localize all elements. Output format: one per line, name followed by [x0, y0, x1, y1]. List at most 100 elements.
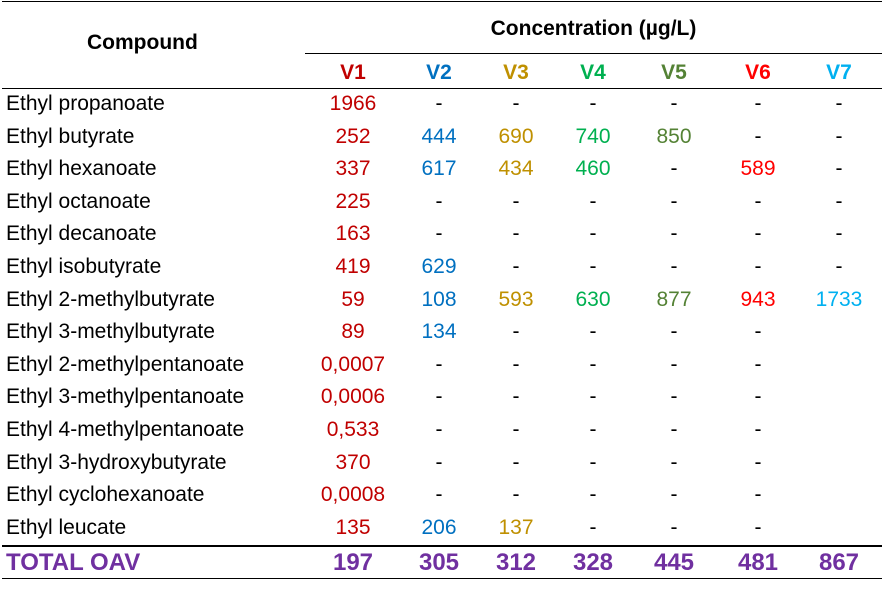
compound-name: Ethyl hexanoate	[6, 157, 157, 181]
value-cell: -	[589, 92, 597, 115]
value-cell: -	[435, 189, 443, 213]
column-header-1: V1	[340, 61, 366, 84]
value-cell: -	[589, 450, 597, 474]
value-cell: 850	[656, 124, 692, 148]
value-cell: 444	[421, 124, 457, 148]
value-cell: 419	[335, 255, 371, 278]
compound-name: Ethyl 4-methylpentanoate	[6, 418, 245, 441]
value-cell: 206	[421, 515, 457, 539]
value-cell: -	[754, 124, 762, 148]
table-bottom-rule	[2, 578, 882, 579]
value-cell: -	[435, 385, 443, 409]
value-cell: 252	[335, 124, 371, 148]
table-row: Ethyl 3-hydroxybutyrate 370 - - - - -	[2, 448, 882, 480]
column-header-7: V7	[826, 61, 852, 84]
compound-name: Ethyl octanoate	[6, 189, 151, 213]
value-cell: -	[589, 483, 597, 507]
column-header-6: V6	[745, 61, 771, 84]
value-cell: -	[670, 189, 678, 213]
column-header-5: V5	[661, 61, 687, 84]
compound-name: Ethyl 2-methylbutyrate	[6, 287, 215, 311]
value-cell: -	[670, 385, 678, 409]
value-cell: -	[435, 352, 443, 376]
value-cell: -	[835, 157, 843, 181]
value-cell: -	[670, 450, 678, 474]
value-cell: -	[435, 483, 443, 507]
total-value-cell: 305	[418, 549, 460, 576]
value-cell: -	[835, 124, 843, 148]
value-cell: 337	[335, 157, 371, 181]
table-row: Ethyl isobutyrate 419 629 - - - - -	[2, 252, 882, 284]
compound-name: Ethyl decanoate	[6, 222, 157, 246]
value-cell: -	[589, 352, 597, 376]
total-label: TOTAL OAV	[6, 549, 141, 576]
header-bottom-rule	[2, 88, 882, 89]
value-cell: -	[835, 189, 843, 213]
value-cell: -	[512, 92, 520, 115]
value-cell: -	[835, 92, 843, 115]
value-cell: 163	[335, 222, 371, 246]
value-cell: -	[512, 450, 520, 474]
concentration-header-rule	[305, 53, 882, 54]
compound-name: Ethyl propanoate	[6, 92, 165, 115]
table-row: Ethyl leucate 135 206 137 - - -	[2, 513, 882, 545]
value-cell: -	[589, 515, 597, 539]
value-cell: -	[670, 352, 678, 376]
compound-name: Ethyl 3-methylbutyrate	[6, 320, 215, 344]
concentration-header: Concentration (µg/L)	[490, 17, 697, 40]
compound-name: Ethyl butyrate	[6, 124, 135, 148]
value-cell: 1966	[329, 92, 377, 115]
value-cell: -	[670, 320, 678, 344]
table-row: Ethyl propanoate 1966 - - - - - -	[2, 89, 882, 121]
value-cell: -	[670, 222, 678, 246]
column-header-3: V3	[503, 61, 529, 84]
compound-name: Ethyl cyclohexanoate	[6, 483, 205, 507]
value-cell: -	[435, 418, 443, 441]
value-cell: 0,0007	[320, 352, 386, 376]
total-value-cell: 867	[818, 549, 860, 576]
total-value-cell: 328	[572, 549, 614, 576]
value-cell: 1733	[815, 287, 863, 311]
value-cell: -	[589, 222, 597, 246]
total-value-cell: 481	[737, 549, 779, 576]
value-cell: -	[754, 255, 762, 278]
value-cell: 370	[335, 450, 371, 474]
value-cell: -	[512, 352, 520, 376]
value-cell: 629	[421, 255, 457, 278]
value-cell: 943	[740, 287, 776, 311]
value-cell: -	[670, 157, 678, 181]
table-row: Ethyl 2-methylbutyrate 59 108 593 630 877 943 1…	[2, 285, 882, 317]
table-row: Ethyl 3-methylbutyrate 89 134 - - - -	[2, 317, 882, 349]
value-cell: 593	[498, 287, 534, 311]
value-cell: 877	[656, 287, 692, 311]
total-value-cell: 197	[332, 549, 374, 576]
value-cell: -	[754, 320, 762, 344]
table-row: Ethyl 4-methylpentanoate 0,533 - - - - -	[2, 415, 882, 447]
value-cell: -	[512, 385, 520, 409]
value-cell: -	[512, 189, 520, 213]
compound-name: Ethyl 3-methylpentanoate	[6, 385, 245, 409]
value-cell: -	[589, 320, 597, 344]
total-top-rule	[2, 545, 882, 547]
value-cell: -	[670, 92, 678, 115]
value-cell: -	[754, 385, 762, 409]
compound-name: Ethyl 3-hydroxybutyrate	[6, 450, 227, 474]
value-cell: 690	[498, 124, 534, 148]
compound-name: Ethyl leucate	[6, 515, 127, 539]
table-row: Ethyl 3-methylpentanoate 0,0006 - - - - -	[2, 382, 882, 414]
value-cell: -	[670, 483, 678, 507]
table-row: Ethyl octanoate 225 - - - - - -	[2, 187, 882, 219]
value-cell: -	[754, 222, 762, 246]
value-cell: -	[670, 418, 678, 441]
value-cell: 617	[421, 157, 457, 181]
value-cell: 0,0006	[320, 385, 386, 409]
total-value-cell: 445	[653, 549, 695, 576]
table-row: Ethyl hexanoate 337 617 434 460 - 589 -	[2, 154, 882, 186]
value-cell: -	[512, 320, 520, 344]
value-cell: 89	[341, 320, 365, 344]
value-cell: -	[435, 222, 443, 246]
compound-name: Ethyl isobutyrate	[6, 255, 162, 278]
value-cell: -	[754, 352, 762, 376]
value-cell: 225	[335, 189, 371, 213]
value-cell: -	[835, 255, 843, 278]
